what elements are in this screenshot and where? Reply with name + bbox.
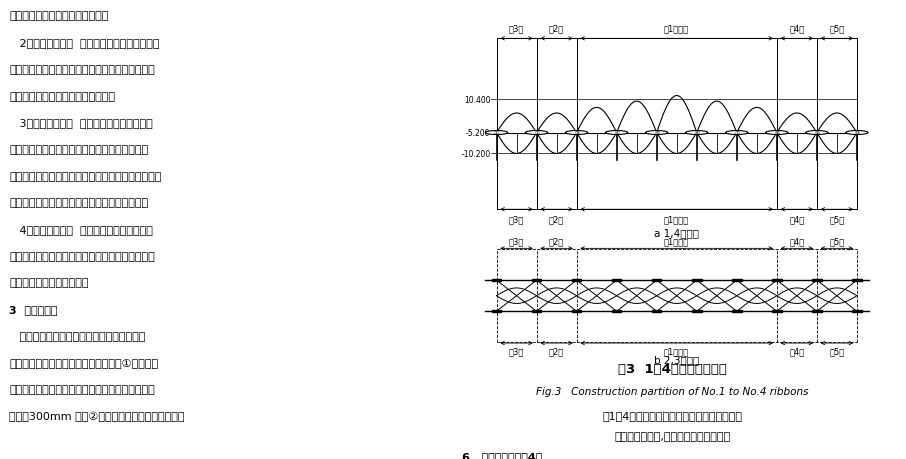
Text: 图3  1～4号彩带施工分区: 图3 1～4号彩带施工分区: [618, 362, 728, 375]
Text: 第2区: 第2区: [549, 237, 564, 246]
Text: 经济性方面也有很大差异。: 经济性方面也有很大差异。: [9, 278, 89, 288]
Text: 3）确定吊装设备  吊装设备的选择在钢结构: 3）确定吊装设备 吊装设备的选择在钢结构: [9, 118, 153, 128]
Text: 第1施工区: 第1施工区: [664, 25, 689, 34]
Text: 第4区: 第4区: [789, 215, 805, 224]
Bar: [732, 280, 742, 281]
Bar: [732, 311, 742, 313]
Text: 3  钢彩带分段: 3 钢彩带分段: [9, 304, 58, 314]
Text: ⑦: ⑦: [735, 131, 739, 136]
Text: 第1施工区: 第1施工区: [664, 215, 689, 224]
Text: ①: ①: [494, 131, 499, 136]
Text: 的施工节奏，划分科学的施工区段。: 的施工节奏，划分科学的施工区段。: [9, 91, 115, 101]
Text: -5.200: -5.200: [466, 129, 490, 138]
Bar: [652, 280, 661, 281]
Bar: [853, 311, 862, 313]
Text: 构体系，钢彩带分段应满足如下要求：①满足结构: 构体系，钢彩带分段应满足如下要求：①满足结构: [9, 358, 159, 368]
Text: 6   施工流程（见图4）: 6 施工流程（见图4）: [462, 451, 543, 459]
Text: 近且＞300mm 处；②满足起重机的吊装性能，便于: 近且＞300mm 处；②满足起重机的吊装性能，便于: [9, 411, 185, 421]
Text: 2）确定施工区段  根据施工进度计划，结合构: 2）确定施工区段 根据施工进度计划，结合构: [9, 38, 159, 48]
Circle shape: [525, 131, 548, 135]
Text: 第4区: 第4区: [789, 25, 805, 34]
Text: 第5区: 第5区: [829, 237, 844, 246]
Text: 第4区: 第4区: [789, 237, 805, 246]
Bar: [492, 311, 501, 313]
Text: 第3区: 第3区: [509, 237, 525, 246]
Text: 件吊装后尽快形成稳定的空间受力体系，保持合理: 件吊装后尽快形成稳定的空间受力体系，保持合理: [9, 65, 155, 75]
Text: 10.400: 10.400: [464, 95, 490, 104]
Text: ④: ④: [614, 131, 619, 136]
Text: 工况及吊重分析,均满足施工安全要求。: 工况及吊重分析,均满足施工安全要求。: [614, 431, 731, 441]
Circle shape: [726, 131, 748, 135]
Text: 的承载力、加固方式有极大影响，设备的起重能力、: 的承载力、加固方式有极大影响，设备的起重能力、: [9, 171, 161, 181]
Bar: [772, 311, 782, 313]
Text: 根据钢彩带的拱形特征和箱梁交织连接的结: 根据钢彩带的拱形特征和箱梁交织连接的结: [9, 331, 146, 341]
Text: 吊装中处于核心地位。构件吊装方式对吊装位置: 吊装中处于核心地位。构件吊装方式对吊装位置: [9, 145, 149, 155]
Text: ②: ②: [535, 131, 539, 136]
Bar: [492, 280, 501, 281]
Text: 第2区: 第2区: [549, 25, 564, 34]
Text: 第3区: 第3区: [509, 347, 525, 355]
Circle shape: [486, 131, 507, 135]
Text: a 1,4号彩带: a 1,4号彩带: [654, 227, 699, 237]
Circle shape: [805, 131, 828, 135]
Text: Fig.3   Construction partition of No.1 to No.4 ribbons: Fig.3 Construction partition of No.1 to …: [536, 386, 809, 396]
Bar: [532, 280, 542, 281]
Bar: [692, 311, 701, 313]
Bar: [612, 280, 622, 281]
Text: 第4区: 第4区: [789, 347, 805, 355]
Text: 第5区: 第5区: [829, 347, 844, 355]
Text: 4）确定胎架形式  胎架的选用形式和组合模: 4）确定胎架形式 胎架的选用形式和组合模: [9, 224, 153, 235]
Bar: [652, 311, 661, 313]
Bar: [853, 280, 862, 281]
Text: 第5区: 第5区: [829, 25, 844, 34]
Circle shape: [565, 131, 588, 135]
Circle shape: [766, 131, 788, 135]
Text: ⑨: ⑨: [814, 131, 819, 136]
Bar: [572, 311, 582, 313]
Text: 吊装半径直接决定了构件的分段、胎架设置等。: 吊装半径直接决定了构件的分段、胎架设置等。: [9, 198, 149, 208]
Bar: [812, 280, 822, 281]
Circle shape: [845, 131, 868, 135]
Text: 特征和设计受力要求，分段位置尽量设在变截面附: 特征和设计受力要求，分段位置尽量设在变截面附: [9, 384, 155, 394]
Bar: [532, 311, 542, 313]
Text: ⑤: ⑤: [654, 131, 660, 136]
Text: 第2区: 第2区: [549, 215, 564, 224]
Bar: [812, 311, 822, 313]
Text: ⑩: ⑩: [854, 131, 859, 136]
Text: 第1施工区: 第1施工区: [664, 347, 689, 355]
Circle shape: [605, 131, 628, 135]
Circle shape: [686, 131, 708, 135]
Text: 的要求，最终确定构件分段计划。: 的要求，最终确定构件分段计划。: [9, 11, 109, 22]
Text: 第1施工区: 第1施工区: [664, 237, 689, 246]
Text: 第3区: 第3区: [509, 25, 525, 34]
Text: b 2,3号彩带: b 2,3号彩带: [654, 354, 699, 364]
Bar: [612, 311, 622, 313]
Text: 第2区: 第2区: [549, 347, 564, 355]
Bar: [692, 280, 701, 281]
Text: 第3区: 第3区: [509, 215, 525, 224]
Circle shape: [645, 131, 668, 135]
Bar: [572, 280, 582, 281]
Text: 对1～4号彩带安装各阶段履带式起重机站位、: 对1～4号彩带安装各阶段履带式起重机站位、: [602, 410, 743, 420]
Text: 第5区: 第5区: [829, 215, 844, 224]
Text: ③: ③: [574, 131, 579, 136]
Text: ⑥: ⑥: [694, 131, 699, 136]
Text: 式对于胎架的承载力、刚度和稳定性有重要影响，: 式对于胎架的承载力、刚度和稳定性有重要影响，: [9, 251, 155, 261]
Text: -10.200: -10.200: [461, 150, 490, 159]
Text: ⑧: ⑧: [775, 131, 779, 136]
Bar: [772, 280, 782, 281]
